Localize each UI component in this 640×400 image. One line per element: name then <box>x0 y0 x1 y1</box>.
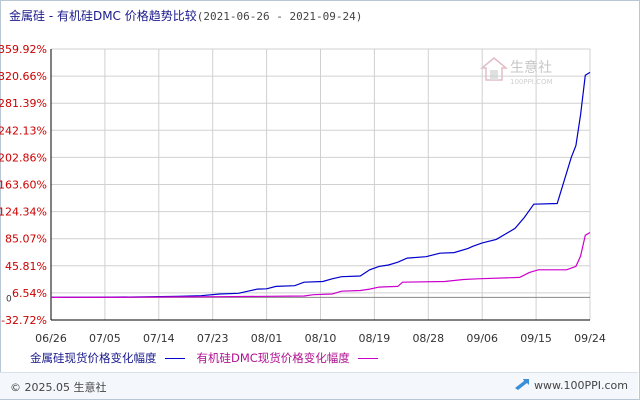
zero-label: 0 <box>6 294 12 304</box>
footer: © 2025.05 生意社 www.100PPI.com <box>0 372 638 399</box>
watermark-cn: 生意社 <box>510 59 552 76</box>
y-tick-label: 359.92% <box>0 43 47 56</box>
y-tick-label: 320.66% <box>0 70 47 83</box>
y-tick-label: 242.13% <box>0 124 47 137</box>
chart-date-range: (2021-06-26 - 2021-09-24) <box>196 10 363 23</box>
chart-title-main: 金属硅 - 有机硅DMC 价格趋势比较 <box>9 9 197 23</box>
arrow-logo-icon <box>515 379 530 390</box>
watermark-en: 100PPI.COM <box>510 78 553 86</box>
site-link[interactable]: www.100PPI.com <box>514 378 628 392</box>
series-line <box>50 71 591 298</box>
y-tick-label: 45.81% <box>5 260 47 273</box>
x-tick-label: 07/05 <box>89 332 121 345</box>
legend-line-swatch <box>164 357 185 359</box>
x-tick-label: 09/06 <box>466 332 498 345</box>
y-tick-label: 202.86% <box>0 151 47 164</box>
y-tick-label: -32.72% <box>1 314 47 327</box>
y-tick-label: 124.34% <box>0 206 47 219</box>
legend-line-swatch <box>357 357 378 359</box>
watermark-logo: 生意社 100PPI.COM <box>479 57 553 86</box>
site-url[interactable]: www.100PPI.com <box>534 378 628 392</box>
x-tick-label: 09/15 <box>520 332 552 345</box>
y-tick-label: 6.54% <box>12 287 47 300</box>
house-icon <box>479 57 509 81</box>
x-tick-label: 08/28 <box>412 332 444 345</box>
x-tick-label: 09/24 <box>574 332 606 345</box>
x-tick-label: 08/19 <box>359 332 391 345</box>
x-tick-label: 06/26 <box>35 332 67 345</box>
series-line <box>50 231 591 298</box>
line-chart: 359.92% 320.66% 281.39% 242.13% 202.86% 163.6… <box>0 43 606 345</box>
x-tick-label: 08/10 <box>305 332 337 345</box>
legend-item-label: 金属硅现货价格变化幅度 <box>30 351 157 365</box>
legend-item-label: 有机硅DMC现货价格变化幅度 <box>196 351 350 365</box>
x-tick-label: 07/23 <box>197 332 229 345</box>
y-tick-label: 281.39% <box>0 97 47 110</box>
copyright-text: © 2025.05 生意社 <box>10 381 107 394</box>
y-tick-label: 163.60% <box>0 179 47 192</box>
legend: 金属硅现货价格变化幅度 有机硅DMC现货价格变化幅度 <box>30 350 390 366</box>
y-tick-label: 85.07% <box>5 233 47 246</box>
x-tick-label: 08/01 <box>251 332 283 345</box>
x-tick-label: 07/14 <box>143 332 175 345</box>
chart-title: 金属硅 - 有机硅DMC 价格趋势比较(2021-06-26 - 2021-09… <box>9 7 362 24</box>
